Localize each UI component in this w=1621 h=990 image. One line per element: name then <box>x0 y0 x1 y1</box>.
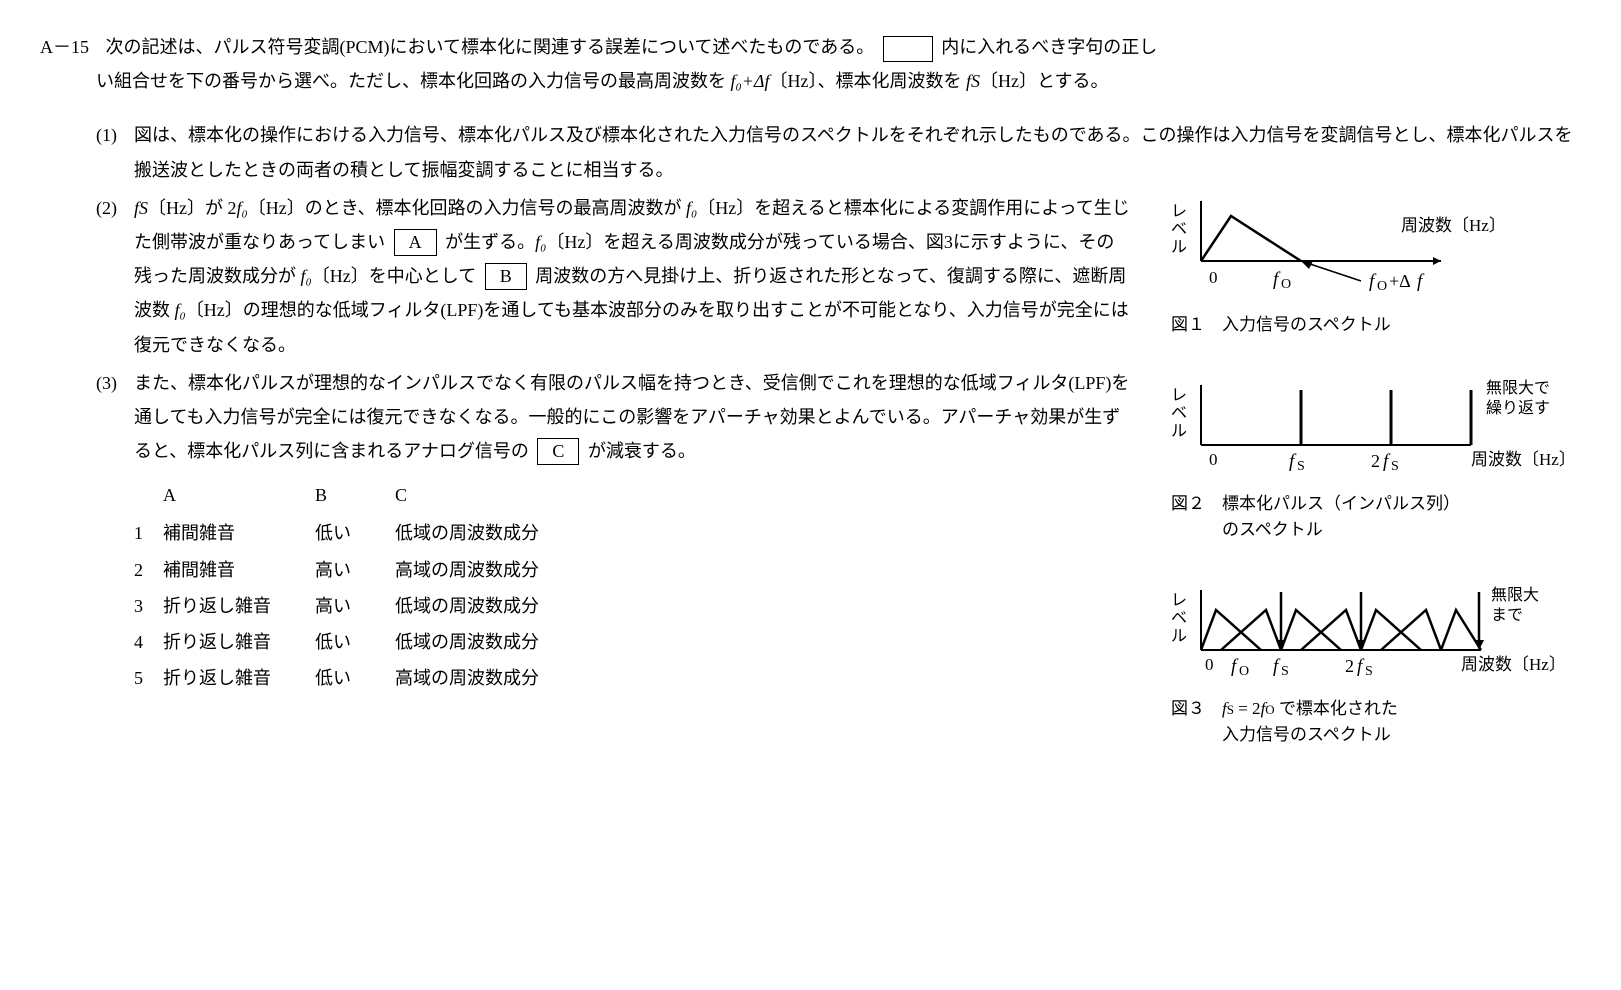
svg-text:f: f <box>1289 451 1297 472</box>
svg-text:ル: ル <box>1171 423 1187 440</box>
svg-text:レ: レ <box>1171 203 1187 220</box>
svg-text:f: f <box>1273 269 1281 290</box>
col-c: C <box>395 478 583 514</box>
svg-text:ベ: ベ <box>1171 405 1187 422</box>
figure-1: レ ベ ル 0 f O f O +Δ f 周波数〔Hz〕 図１ 入力信 <box>1161 191 1581 338</box>
svg-text:無限大で: 無限大で <box>1486 379 1550 397</box>
svg-text:ル: ル <box>1171 628 1187 645</box>
svg-text:レ: レ <box>1171 387 1187 404</box>
svg-text:繰り返す: 繰り返す <box>1486 399 1550 417</box>
paragraph-2: (2) fS〔Hz〕が 2f₀〔Hz〕のとき、標本化回路の入力信号の最高周波数が… <box>40 191 1131 362</box>
svg-text:ル: ル <box>1171 239 1187 256</box>
svg-text:2: 2 <box>1345 656 1354 676</box>
svg-text:周波数〔Hz〕: 周波数〔Hz〕 <box>1401 216 1506 235</box>
svg-text:2: 2 <box>1371 451 1380 471</box>
answer-options: A B C 1 補間雑音 低い 低域の周波数成分 2 補間雑音 高い 高域の周波… <box>40 476 1131 697</box>
svg-text:S: S <box>1297 459 1305 474</box>
svg-text:S: S <box>1391 459 1399 474</box>
svg-text:0: 0 <box>1209 450 1218 469</box>
svg-text:ベ: ベ <box>1171 221 1187 238</box>
svg-text:ベ: ベ <box>1171 610 1187 627</box>
svg-text:まで: まで <box>1491 607 1523 624</box>
col-a: A <box>163 478 315 514</box>
svg-text:O: O <box>1377 279 1387 294</box>
svg-text:S: S <box>1365 664 1373 679</box>
para1-num: (1) <box>96 118 117 152</box>
fig2-caption: 図２ 標本化パルス（インパルス列） のスペクトル <box>1161 491 1581 542</box>
svg-text:f: f <box>1231 656 1239 677</box>
question-header: A－15 次の記述は、パルス符号変調(PCM)において標本化に関連する誤差につい… <box>40 30 1581 98</box>
para2-num: (2) <box>96 191 117 225</box>
blank-box-empty <box>883 36 933 62</box>
intro-line2: い組合せを下の番号から選べ。ただし、標本化回路の入力信号の最高周波数を f₀+Δ… <box>40 64 1581 98</box>
blank-b: B <box>485 263 527 290</box>
intro-text-1b: 内に入れるべき字句の正し <box>941 37 1157 57</box>
svg-text:周波数〔Hz〕: 周波数〔Hz〕 <box>1461 655 1566 674</box>
svg-text:レ: レ <box>1171 592 1187 609</box>
option-row: 5 折り返し雑音 低い 高域の周波数成分 <box>134 661 583 695</box>
question-number: A－15 <box>40 37 89 57</box>
para3-text-b: が減衰する。 <box>588 441 696 461</box>
option-row: 3 折り返し雑音 高い 低域の周波数成分 <box>134 589 583 623</box>
para3-num: (3) <box>96 366 117 400</box>
fig3-caption: 図３ fS = 2fO で標本化された 入力信号のスペクトル <box>1161 696 1581 747</box>
svg-text:f: f <box>1273 656 1281 677</box>
blank-a: A <box>394 229 437 256</box>
svg-text:周波数〔Hz〕: 周波数〔Hz〕 <box>1471 450 1576 469</box>
figure-2: レ ベ ル 0 f S 2 f S 周波数〔Hz〕 無限大で 繰り返す 図２ 標… <box>1161 365 1581 542</box>
paragraph-1: (1) 図は、標本化の操作における入力信号、標本化パルス及び標本化された入力信号… <box>40 118 1581 186</box>
svg-text:O: O <box>1281 277 1291 292</box>
svg-text:無限大: 無限大 <box>1491 586 1539 604</box>
svg-text:f: f <box>1357 656 1365 677</box>
svg-text:0: 0 <box>1205 655 1214 674</box>
svg-text:O: O <box>1239 664 1249 679</box>
col-b: B <box>315 478 395 514</box>
option-row: 4 折り返し雑音 低い 低域の周波数成分 <box>134 625 583 659</box>
paragraph-3: (3) また、標本化パルスが理想的なインパルスでなく有限のパルス幅を持つとき、受… <box>40 366 1131 469</box>
svg-text:S: S <box>1281 664 1289 679</box>
svg-text:f: f <box>1369 271 1377 292</box>
svg-text:0: 0 <box>1209 268 1218 287</box>
svg-text:f: f <box>1383 451 1391 472</box>
figure-3: レ ベ ル 0 f <box>1161 570 1581 747</box>
option-header-row: A B C <box>134 478 583 514</box>
fig1-caption: 図１ 入力信号のスペクトル <box>1161 312 1581 338</box>
option-row: 1 補間雑音 低い 低域の周波数成分 <box>134 516 583 550</box>
option-row: 2 補間雑音 高い 高域の周波数成分 <box>134 553 583 587</box>
svg-text:f: f <box>1417 271 1425 292</box>
blank-c: C <box>537 438 579 465</box>
svg-text:+Δ: +Δ <box>1389 271 1411 291</box>
intro-text-1: 次の記述は、パルス符号変調(PCM)において標本化に関連する誤差について述べたも… <box>106 37 875 57</box>
para1-text: 図は、標本化の操作における入力信号、標本化パルス及び標本化された入力信号のスペク… <box>134 125 1573 179</box>
